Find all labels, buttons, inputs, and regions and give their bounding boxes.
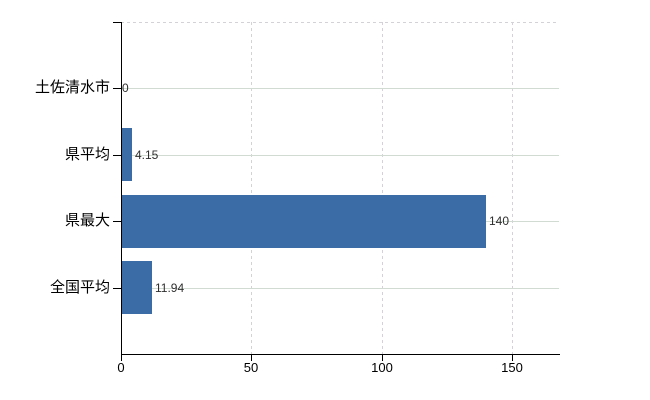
gridline-horizontal [121, 155, 559, 156]
category-label: 県平均 [64, 146, 110, 163]
bar-value-label: 0 [122, 81, 129, 95]
plot-top-border [121, 22, 559, 23]
bar [122, 261, 152, 314]
x-tick-label: 100 [371, 360, 393, 375]
gridline-horizontal [121, 88, 559, 89]
x-tick-label: 0 [117, 360, 125, 375]
x-tick-label: 50 [243, 360, 259, 375]
x-tick-label: 150 [501, 360, 523, 375]
bar [122, 128, 132, 181]
y-axis-tick [113, 155, 121, 156]
category-label: 全国平均 [49, 279, 110, 296]
gridline-vertical [251, 22, 252, 354]
y-axis-tick [113, 288, 121, 289]
x-axis-tick [382, 355, 383, 361]
bar-value-label: 11.94 [155, 281, 185, 295]
y-axis-end-tick [113, 22, 121, 23]
y-axis-line [121, 22, 122, 354]
gridline-vertical [512, 22, 513, 354]
x-axis-tick [251, 355, 252, 361]
y-axis-tick [113, 88, 121, 89]
x-axis-tick [512, 355, 513, 361]
y-axis-tick [113, 221, 121, 222]
gridline-vertical [382, 22, 383, 354]
bar [122, 195, 486, 248]
x-axis-tick [121, 355, 122, 361]
category-label: 県最大 [64, 212, 110, 229]
category-label: 土佐清水市 [34, 79, 110, 96]
bar-value-label: 4.15 [135, 148, 159, 162]
bar-value-label: 140 [489, 214, 510, 228]
x-axis-line [121, 354, 560, 355]
gridline-horizontal [121, 288, 559, 289]
